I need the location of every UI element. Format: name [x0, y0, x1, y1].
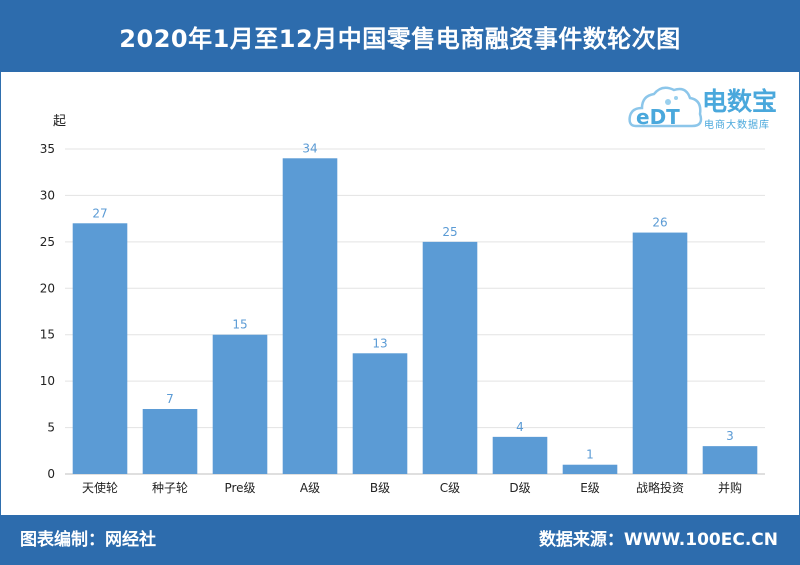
- data-label: 26: [652, 216, 667, 230]
- footer-source: 数据来源：WWW.100EC.CN: [538, 530, 778, 550]
- bar: [422, 241, 478, 474]
- y-tick-label: 35: [40, 142, 55, 156]
- x-tick-label: B级: [370, 481, 390, 495]
- data-label: 7: [166, 392, 174, 406]
- y-tick-label: 25: [40, 235, 55, 249]
- y-tick-label: 30: [40, 188, 55, 202]
- y-tick-label: 15: [40, 328, 55, 342]
- y-tick-label: 10: [40, 374, 55, 388]
- cloud-logo-icon: eDT: [628, 86, 703, 129]
- bar: [282, 158, 338, 475]
- data-label: 13: [372, 336, 387, 350]
- data-label: 25: [442, 225, 457, 239]
- logo-brand: 电数宝: [702, 87, 778, 116]
- bar: [212, 334, 268, 474]
- logo-mark: eDT: [636, 105, 680, 129]
- bar: [632, 232, 688, 474]
- bar: [702, 446, 758, 474]
- y-tick-label: 20: [40, 281, 55, 295]
- data-label: 34: [302, 141, 317, 155]
- data-label: 3: [726, 429, 734, 443]
- x-tick-label: C级: [440, 481, 460, 495]
- x-tick-label: E级: [580, 481, 600, 495]
- data-label: 15: [232, 318, 247, 332]
- x-tick-label: D级: [509, 481, 530, 495]
- bar: [562, 464, 618, 474]
- logo-subtitle: 电商大数据库: [704, 120, 770, 131]
- x-tick-label: 种子轮: [152, 481, 188, 495]
- y-axis-unit: 起: [53, 114, 67, 129]
- header-banner: 2020年1月至12月中国零售电商融资事件数轮次图: [0, 0, 800, 72]
- x-tick-label: 天使轮: [82, 480, 118, 495]
- x-tick-label: 战略投资: [636, 480, 684, 495]
- x-tick-label: A级: [300, 481, 320, 495]
- bar: [142, 409, 198, 474]
- footer-compiler: 图表编制：网经社: [20, 530, 156, 550]
- data-label: 1: [586, 448, 594, 462]
- y-tick-label: 5: [47, 421, 55, 435]
- bar: [352, 353, 408, 474]
- y-tick-label: 0: [47, 467, 55, 481]
- bar: [492, 436, 548, 474]
- bar: [72, 223, 128, 474]
- footer-banner: 图表编制：网经社 数据来源：WWW.100EC.CN: [0, 515, 800, 565]
- data-label: 4: [516, 420, 524, 434]
- bar-chart: 0510152025303527天使轮7种子轮15Pre级34A级13B级25C…: [40, 141, 765, 495]
- x-tick-label: 并购: [718, 480, 742, 495]
- logo: eDT 电数宝 电商大数据库: [628, 80, 796, 136]
- chart-title: 2020年1月至12月中国零售电商融资事件数轮次图: [119, 24, 681, 53]
- x-tick-label: Pre级: [224, 481, 255, 495]
- data-label: 27: [92, 206, 107, 220]
